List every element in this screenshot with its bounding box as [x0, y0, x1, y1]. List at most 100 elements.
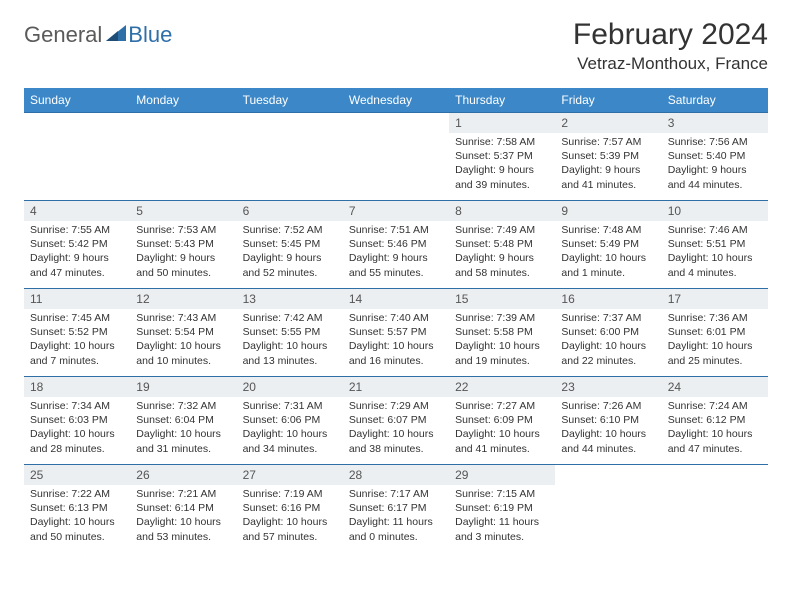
day-number: 5: [130, 201, 236, 221]
day-body: Sunrise: 7:46 AMSunset: 5:51 PMDaylight:…: [662, 221, 768, 284]
sunset-text: Sunset: 6:06 PM: [243, 413, 337, 427]
daylight-text: Daylight: 10 hours and 28 minutes.: [30, 427, 124, 455]
sunset-text: Sunset: 6:03 PM: [30, 413, 124, 427]
sunset-text: Sunset: 6:13 PM: [30, 501, 124, 515]
day-body: Sunrise: 7:43 AMSunset: 5:54 PMDaylight:…: [130, 309, 236, 372]
day-body: Sunrise: 7:51 AMSunset: 5:46 PMDaylight:…: [343, 221, 449, 284]
sunrise-text: Sunrise: 7:15 AM: [455, 487, 549, 501]
sunset-text: Sunset: 5:40 PM: [668, 149, 762, 163]
day-body: Sunrise: 7:19 AMSunset: 6:16 PMDaylight:…: [237, 485, 343, 548]
daylight-text: Daylight: 10 hours and 10 minutes.: [136, 339, 230, 367]
daylight-text: Daylight: 10 hours and 34 minutes.: [243, 427, 337, 455]
day-body: Sunrise: 7:27 AMSunset: 6:09 PMDaylight:…: [449, 397, 555, 460]
day-number: 23: [555, 377, 661, 397]
sunrise-text: Sunrise: 7:42 AM: [243, 311, 337, 325]
sunset-text: Sunset: 5:49 PM: [561, 237, 655, 251]
daylight-text: Daylight: 9 hours and 52 minutes.: [243, 251, 337, 279]
calendar-cell: 1 Sunrise: 7:58 AMSunset: 5:37 PMDaylight…: [449, 113, 555, 201]
sunrise-text: Sunrise: 7:17 AM: [349, 487, 443, 501]
calendar-cell: [24, 113, 130, 201]
calendar-cell: 16Sunrise: 7:37 AMSunset: 6:00 PMDayligh…: [555, 289, 661, 377]
calendar-cell: 5Sunrise: 7:53 AMSunset: 5:43 PMDaylight…: [130, 201, 236, 289]
calendar-cell: 18Sunrise: 7:34 AMSunset: 6:03 PMDayligh…: [24, 377, 130, 465]
day-number: 27: [237, 465, 343, 485]
day-number: 3: [662, 113, 768, 133]
day-number: 29: [449, 465, 555, 485]
calendar-week: 1Sunrise: 7:58 AMSunset: 5:37 PMDaylight…: [24, 113, 768, 201]
daylight-text: Daylight: 10 hours and 53 minutes.: [136, 515, 230, 543]
calendar-table: Sunday Monday Tuesday Wednesday Thursday…: [24, 88, 768, 548]
daylight-text: Daylight: 9 hours and 58 minutes.: [455, 251, 549, 279]
daylight-text: Daylight: 10 hours and 22 minutes.: [561, 339, 655, 367]
calendar-cell: 29Sunrise: 7:15 AMSunset: 6:19 PMDayligh…: [449, 465, 555, 548]
calendar-cell: [555, 465, 661, 548]
calendar-cell: 2Sunrise: 7:57 AMSunset: 5:39 PMDaylight…: [555, 113, 661, 201]
calendar-cell: 19Sunrise: 7:32 AMSunset: 6:04 PMDayligh…: [130, 377, 236, 465]
calendar-cell: 4Sunrise: 7:55 AMSunset: 5:42 PMDaylight…: [24, 201, 130, 289]
sunrise-text: Sunrise: 7:36 AM: [668, 311, 762, 325]
daylight-text: Daylight: 11 hours and 0 minutes.: [349, 515, 443, 543]
calendar-cell: [662, 465, 768, 548]
sunrise-text: Sunrise: 7:32 AM: [136, 399, 230, 413]
col-wednesday: Wednesday: [343, 88, 449, 113]
calendar-cell: [237, 113, 343, 201]
day-body: Sunrise: 7:26 AMSunset: 6:10 PMDaylight:…: [555, 397, 661, 460]
sunset-text: Sunset: 5:46 PM: [349, 237, 443, 251]
sunset-text: Sunset: 5:45 PM: [243, 237, 337, 251]
calendar-cell: 20Sunrise: 7:31 AMSunset: 6:06 PMDayligh…: [237, 377, 343, 465]
sunset-text: Sunset: 5:57 PM: [349, 325, 443, 339]
sunset-text: Sunset: 5:43 PM: [136, 237, 230, 251]
sunset-text: Sunset: 6:04 PM: [136, 413, 230, 427]
calendar-cell: 9Sunrise: 7:48 AMSunset: 5:49 PMDaylight…: [555, 201, 661, 289]
sunrise-text: Sunrise: 7:22 AM: [30, 487, 124, 501]
calendar-cell: 21Sunrise: 7:29 AMSunset: 6:07 PMDayligh…: [343, 377, 449, 465]
daylight-text: Daylight: 10 hours and 57 minutes.: [243, 515, 337, 543]
day-body: Sunrise: 7:39 AMSunset: 5:58 PMDaylight:…: [449, 309, 555, 372]
day-body: Sunrise: 7:21 AMSunset: 6:14 PMDaylight:…: [130, 485, 236, 548]
sunrise-text: Sunrise: 7:55 AM: [30, 223, 124, 237]
sunrise-text: Sunrise: 7:48 AM: [561, 223, 655, 237]
calendar-cell: 15Sunrise: 7:39 AMSunset: 5:58 PMDayligh…: [449, 289, 555, 377]
calendar-cell: 26Sunrise: 7:21 AMSunset: 6:14 PMDayligh…: [130, 465, 236, 548]
sunset-text: Sunset: 5:39 PM: [561, 149, 655, 163]
day-body: Sunrise: 7:57 AMSunset: 5:39 PMDaylight:…: [555, 133, 661, 196]
day-body: Sunrise: 7:56 AMSunset: 5:40 PMDaylight:…: [662, 133, 768, 196]
daylight-text: Daylight: 11 hours and 3 minutes.: [455, 515, 549, 543]
calendar-week: 25Sunrise: 7:22 AMSunset: 6:13 PMDayligh…: [24, 465, 768, 548]
col-sunday: Sunday: [24, 88, 130, 113]
day-number: 14: [343, 289, 449, 309]
sunset-text: Sunset: 6:01 PM: [668, 325, 762, 339]
sunrise-text: Sunrise: 7:58 AM: [455, 135, 549, 149]
sunrise-text: Sunrise: 7:51 AM: [349, 223, 443, 237]
daylight-text: Daylight: 10 hours and 50 minutes.: [30, 515, 124, 543]
page-title: February 2024: [573, 18, 768, 52]
daylight-text: Daylight: 10 hours and 13 minutes.: [243, 339, 337, 367]
day-number: 24: [662, 377, 768, 397]
sunrise-text: Sunrise: 7:26 AM: [561, 399, 655, 413]
daylight-text: Daylight: 10 hours and 7 minutes.: [30, 339, 124, 367]
day-number: 7: [343, 201, 449, 221]
day-number: 10: [662, 201, 768, 221]
day-body: Sunrise: 7:36 AMSunset: 6:01 PMDaylight:…: [662, 309, 768, 372]
sunrise-text: Sunrise: 7:40 AM: [349, 311, 443, 325]
day-body: Sunrise: 7:15 AMSunset: 6:19 PMDaylight:…: [449, 485, 555, 548]
day-body: Sunrise: 7:42 AMSunset: 5:55 PMDaylight:…: [237, 309, 343, 372]
day-number: 1: [449, 113, 555, 133]
sunset-text: Sunset: 6:10 PM: [561, 413, 655, 427]
day-body: Sunrise: 7:29 AMSunset: 6:07 PMDaylight:…: [343, 397, 449, 460]
daylight-text: Daylight: 9 hours and 47 minutes.: [30, 251, 124, 279]
col-thursday: Thursday: [449, 88, 555, 113]
sunrise-text: Sunrise: 7:39 AM: [455, 311, 549, 325]
calendar-cell: 8Sunrise: 7:49 AMSunset: 5:48 PMDaylight…: [449, 201, 555, 289]
day-body: Sunrise: 7:49 AMSunset: 5:48 PMDaylight:…: [449, 221, 555, 284]
day-number: 22: [449, 377, 555, 397]
daylight-text: Daylight: 9 hours and 41 minutes.: [561, 163, 655, 191]
daylight-text: Daylight: 9 hours and 39 minutes.: [455, 163, 549, 191]
day-body: Sunrise: 7:37 AMSunset: 6:00 PMDaylight:…: [555, 309, 661, 372]
sunrise-text: Sunrise: 7:29 AM: [349, 399, 443, 413]
sunrise-text: Sunrise: 7:37 AM: [561, 311, 655, 325]
sunset-text: Sunset: 5:37 PM: [455, 149, 549, 163]
sunrise-text: Sunrise: 7:56 AM: [668, 135, 762, 149]
daylight-text: Daylight: 9 hours and 44 minutes.: [668, 163, 762, 191]
sunset-text: Sunset: 6:14 PM: [136, 501, 230, 515]
